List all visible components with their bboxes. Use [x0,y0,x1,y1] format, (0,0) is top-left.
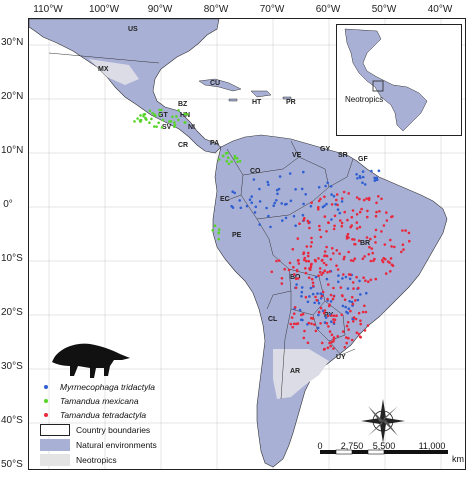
lat-tick: 10°S [1,253,23,264]
lon-tick: 40°W [427,4,453,15]
legend-item-tamandua-mexicana: Tamandua mexicana [40,396,139,406]
country-label: BR [360,240,371,247]
legend-swatch [40,439,70,451]
lat-tick: 30°S [1,361,23,372]
country-label: MX [98,66,109,73]
country-label: NI [188,124,195,131]
country-label: PR [286,99,296,106]
area-altered-mexico [89,59,139,85]
legend-label: Myrmecophaga tridactyla [60,382,155,392]
country-label: CL [268,316,278,323]
lon-tick: 50°W [371,4,397,15]
country-label: CO [250,168,261,175]
scale-label: 11,000 [418,441,446,451]
country-label: EC [220,196,230,203]
country-label: HN [180,112,191,119]
legend-dot-green [44,399,48,403]
legend-label: Neotropics [76,455,117,465]
country-label: SR [338,152,348,159]
legend-label: Tamandua mexicana [60,396,139,406]
compass-rose-icon [361,399,405,443]
scale-label: 0 [317,441,323,451]
anteater-silhouette-icon [52,343,130,378]
country-label: UY [336,354,346,361]
legend-item-tamandua-tetradactyla: Tamandua tetradactyla [40,410,146,420]
lat-tick: 20°N [1,91,24,102]
lat-tick: 40°S [1,415,23,426]
lon-tick: 100°W [88,4,120,15]
inset-neotropics-box [372,80,384,92]
scale-unit: km [452,454,464,464]
country-label: PY [324,312,334,319]
lon-tick: 80°W [203,4,229,15]
legend-dot-blue [44,385,48,389]
legend-item-natural-environments: Natural environments [40,439,157,451]
scale-label: 2,750 [340,441,364,451]
lat-tick: 0° [3,199,13,210]
country-label: PE [232,232,242,239]
country-label: PA [210,140,220,147]
country-label: BZ [178,101,188,108]
country-label: BO [290,274,301,281]
area-altered-patagonia [273,349,329,399]
inset-label: Neotropics [345,95,384,104]
legend-item-country-boundaries: Country boundaries [40,424,150,436]
country-label: SV [162,124,172,131]
legend-item-neotropics: Neotropics [40,454,117,466]
lat-tick: 30°N [1,37,24,48]
land-south-america [212,134,448,468]
lon-tick: 90°W [147,4,173,15]
legend-swatch [40,424,70,436]
country-label: CU [210,80,221,87]
land-hispaniola [250,90,272,98]
land-cuba [198,78,242,92]
land-puerto-rico [282,96,292,100]
land-jamaica [228,98,238,102]
legend-dot-red [44,413,48,417]
scale-label: 5,500 [372,441,396,451]
inset-map [336,24,462,136]
legend-swatch [40,454,70,466]
lat-tick: 50°S [1,459,23,470]
inset-map-shapes [344,28,428,132]
legend-item-myrmecophaga: Myrmecophaga tridactyla [40,382,155,392]
country-label: US [128,26,138,33]
country-label: AR [290,368,301,375]
country-label: VE [292,152,302,159]
lat-tick: 10°N [1,145,24,156]
lon-tick: 60°W [315,4,341,15]
legend-label: Tamandua tetradactyla [60,410,147,420]
country-label: HT [252,99,262,106]
lon-tick: 70°W [259,4,285,15]
inset-americas [344,28,428,132]
lon-tick: 110°W [33,4,63,15]
lat-tick: 20°S [1,307,23,318]
country-label: GT [158,112,168,119]
legend-label: Country boundaries [76,425,151,435]
land-north-america [29,19,222,154]
country-label: GF [358,156,368,163]
country-label: CR [178,142,189,149]
legend-label: Natural environments [76,440,157,450]
country-label: GY [320,146,331,153]
scale-bar [320,449,448,455]
country-boundaries [48,52,356,400]
